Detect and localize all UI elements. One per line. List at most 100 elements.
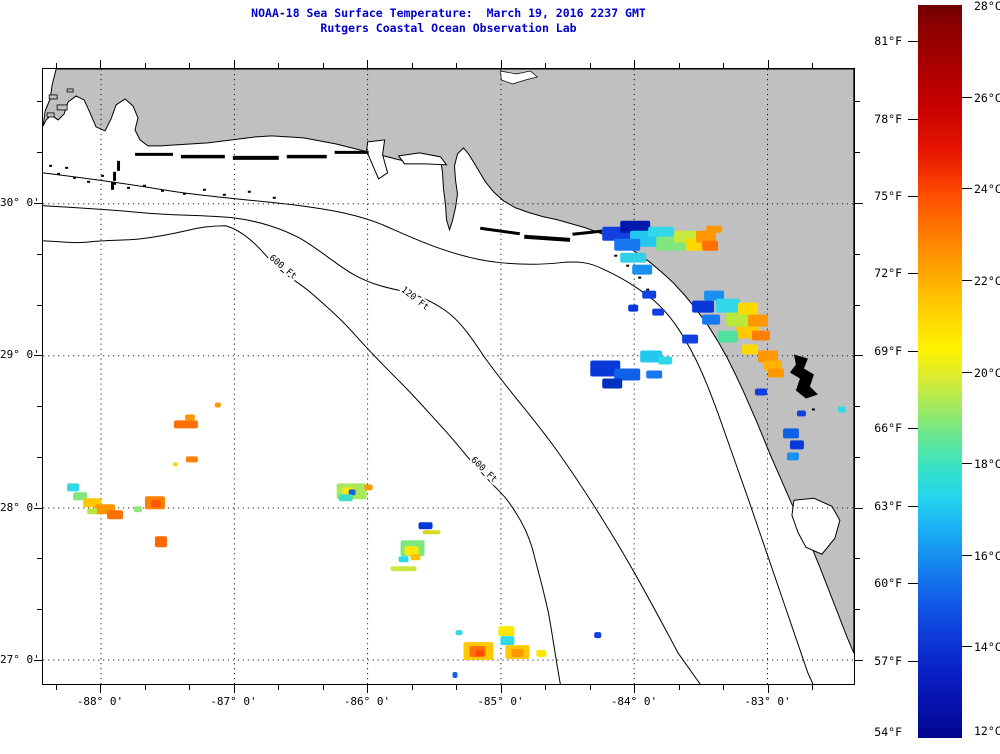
marsh-speck	[57, 172, 61, 175]
sst-patch	[73, 492, 88, 501]
sst-patch	[418, 522, 433, 530]
axis-tick	[278, 63, 279, 68]
axis-tick	[767, 60, 769, 68]
sst-patch	[364, 484, 373, 491]
sst-patch	[620, 252, 647, 263]
colorbar-f-label: 69°F	[874, 343, 902, 358]
marsh-speck	[127, 186, 131, 189]
axis-tick	[908, 273, 918, 275]
axis-tick	[589, 685, 591, 690]
marsh-speck	[646, 288, 650, 291]
sst-patch	[173, 420, 198, 429]
marsh-speck	[73, 176, 77, 179]
sst-patch	[536, 650, 547, 658]
colorbar-c-label: 18°C	[974, 457, 1000, 472]
sst-patch	[107, 510, 124, 520]
axis-tick	[855, 355, 863, 357]
axis-tick	[855, 558, 860, 560]
sst-patch	[716, 298, 741, 313]
axis-tick	[678, 63, 680, 68]
sst-patch	[614, 238, 641, 251]
colorbar-c-label: 12°C	[974, 724, 1000, 738]
axis-tick	[908, 41, 918, 43]
x-axis-label: -88° 0'	[76, 695, 124, 708]
axis-tick	[908, 118, 918, 120]
sst-patch	[410, 554, 421, 561]
axis-tick	[37, 609, 42, 611]
axis-tick	[233, 60, 235, 68]
axis-tick	[962, 279, 972, 281]
axis-tick	[855, 507, 863, 509]
sst-patch	[87, 508, 98, 515]
colorbar-f-label: 57°F	[874, 653, 902, 668]
colorbar-c-label: 16°C	[974, 548, 1000, 563]
sst-patch	[214, 402, 221, 408]
axis-tick	[367, 60, 368, 68]
axis-tick	[37, 253, 42, 255]
sst-patch	[185, 456, 198, 463]
colorbar-c-label: 28°C	[974, 0, 1000, 13]
axis-tick	[908, 195, 918, 197]
depth-contour-inner	[43, 172, 814, 684]
axis-tick	[908, 583, 918, 585]
marsh-speck	[87, 180, 91, 183]
sst-patch	[789, 440, 804, 450]
sst-patch	[767, 368, 784, 378]
axis-tick	[144, 63, 146, 68]
axis-tick	[37, 304, 42, 306]
axis-tick	[55, 63, 57, 68]
marsh-speck	[113, 182, 117, 185]
axis-tick	[962, 554, 972, 556]
barrier-islands	[111, 150, 603, 242]
axis-tick	[962, 646, 972, 648]
sst-patch	[726, 312, 753, 327]
graticule	[43, 69, 854, 684]
axis-tick	[678, 685, 680, 690]
marsh-islands	[46, 88, 74, 118]
sst-patch	[67, 483, 80, 492]
marsh-speck	[614, 254, 618, 257]
sst-patch	[682, 334, 699, 344]
axis-tick	[55, 685, 57, 690]
y-axis-label: 28° 0'	[0, 500, 40, 514]
axis-tick	[855, 406, 860, 408]
sst-patch	[640, 350, 663, 363]
sst-data-patches	[67, 220, 846, 679]
axis-tick	[456, 63, 457, 68]
sst-patch	[658, 356, 673, 365]
sst-patch	[338, 494, 353, 502]
sst-patch	[738, 302, 758, 315]
sst-patch	[498, 626, 515, 637]
colorbar-f-label: 63°F	[874, 498, 902, 513]
marsh-speck	[101, 174, 105, 177]
marsh-speck	[160, 189, 164, 192]
sst-patch	[404, 546, 419, 556]
marsh-speck	[142, 184, 146, 187]
inland-lake	[500, 70, 539, 85]
axis-tick	[189, 685, 190, 690]
sst-patch	[642, 290, 657, 299]
sst-patch	[692, 300, 715, 313]
axis-tick	[634, 60, 635, 68]
y-axis-label: 29° 0'	[0, 348, 40, 362]
axis-tick	[962, 188, 972, 190]
axis-tick	[367, 685, 368, 693]
axis-tick	[545, 685, 546, 690]
axis-tick	[100, 60, 101, 68]
sst-patch	[742, 344, 758, 355]
axis-tick	[278, 685, 279, 690]
sst-patch	[390, 566, 417, 572]
colorbar-c-label: 14°C	[974, 640, 1000, 655]
map-area: 600 Ft 120 Ft 600 Ft	[42, 68, 855, 685]
axis-tick	[500, 60, 502, 68]
marsh-speck	[811, 408, 815, 411]
sst-patch	[150, 500, 161, 508]
axis-tick	[855, 152, 860, 154]
coastline-land	[43, 69, 854, 654]
axis-tick	[545, 63, 546, 68]
axis-tick	[37, 406, 42, 408]
sst-patch	[154, 536, 167, 548]
axis-tick	[812, 685, 813, 690]
sst-patch	[602, 378, 623, 389]
sst-patch	[475, 650, 484, 657]
